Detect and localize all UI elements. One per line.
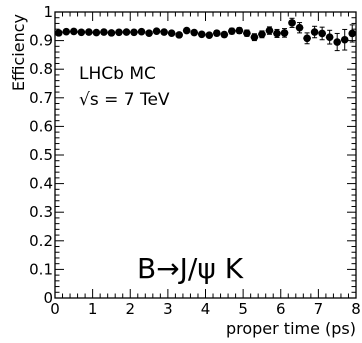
data-point bbox=[258, 30, 266, 39]
data-point bbox=[175, 31, 183, 39]
axis-tick-labels: 0 1 2 3 4 5 6 7 8 0 0.1 0.2 0.3 0.4 0.5 0.6 0.7 0.8 0.9 1 bbox=[29, 3, 361, 318]
annotation-experiment: LHCb MC bbox=[79, 64, 156, 84]
y-tick-label: 0.2 bbox=[29, 232, 53, 250]
data-point bbox=[107, 29, 116, 37]
x-tick-label: 0 bbox=[50, 300, 60, 318]
data-point bbox=[77, 28, 86, 37]
y-tick-label: 0.3 bbox=[29, 203, 53, 221]
data-point bbox=[250, 33, 259, 41]
y-tick-label: 0.6 bbox=[29, 117, 53, 135]
y-axis-title: Efficiency bbox=[9, 14, 28, 91]
data-point bbox=[152, 27, 161, 35]
data-point bbox=[85, 28, 93, 36]
x-tick-label: 6 bbox=[276, 300, 286, 318]
data-point bbox=[303, 34, 311, 43]
data-point bbox=[295, 23, 304, 32]
data-point bbox=[243, 29, 251, 37]
x-tick-label: 1 bbox=[88, 300, 98, 318]
data-point bbox=[325, 33, 334, 41]
data-point bbox=[288, 19, 296, 27]
data-point bbox=[145, 29, 153, 37]
data-point bbox=[62, 27, 71, 36]
data-point bbox=[197, 30, 206, 39]
x-tick-label: 7 bbox=[314, 300, 324, 318]
annotation-energy: √s = 7 TeV bbox=[79, 90, 170, 110]
y-tick-label: 0.1 bbox=[29, 260, 53, 278]
axis-ticks bbox=[54, 11, 357, 299]
data-point bbox=[340, 35, 349, 44]
y-tick-label: 0 bbox=[43, 289, 53, 307]
y-tick-label: 0.7 bbox=[29, 89, 53, 107]
data-point bbox=[160, 28, 168, 36]
data-point bbox=[122, 28, 131, 36]
data-point bbox=[228, 27, 236, 35]
data-point bbox=[130, 28, 138, 37]
data-point bbox=[54, 29, 63, 37]
x-tick-label: 3 bbox=[163, 300, 173, 318]
annotation-decay: B→J/ψ K bbox=[137, 252, 244, 285]
data-point bbox=[273, 29, 281, 38]
x-tick-label: 8 bbox=[351, 300, 361, 318]
data-point bbox=[310, 28, 319, 36]
data-point bbox=[190, 28, 199, 37]
data-point bbox=[182, 26, 191, 35]
x-tick-label: 5 bbox=[238, 300, 248, 318]
data-point bbox=[115, 28, 123, 37]
data-point bbox=[220, 30, 229, 39]
data-point bbox=[265, 26, 274, 35]
y-tick-label: 0.9 bbox=[29, 32, 53, 50]
data-point bbox=[167, 29, 176, 37]
x-axis-title: proper time (ps) bbox=[226, 319, 356, 338]
data-point bbox=[333, 38, 341, 46]
data-point bbox=[348, 29, 357, 38]
data-point bbox=[235, 26, 244, 35]
y-tick-label: 0.8 bbox=[29, 60, 53, 78]
x-tick-label: 4 bbox=[201, 300, 211, 318]
data-point bbox=[70, 27, 78, 36]
data-point bbox=[92, 28, 101, 37]
data-point bbox=[212, 29, 221, 37]
data-points bbox=[54, 17, 357, 52]
data-point bbox=[100, 28, 108, 36]
data-point bbox=[205, 31, 214, 39]
y-tick-label: 1 bbox=[43, 3, 53, 21]
data-point bbox=[318, 29, 326, 38]
data-point bbox=[280, 29, 289, 37]
data-point bbox=[137, 27, 146, 36]
x-tick-label: 2 bbox=[125, 300, 135, 318]
y-tick-label: 0.5 bbox=[29, 146, 53, 164]
y-tick-label: 0.4 bbox=[29, 175, 53, 193]
